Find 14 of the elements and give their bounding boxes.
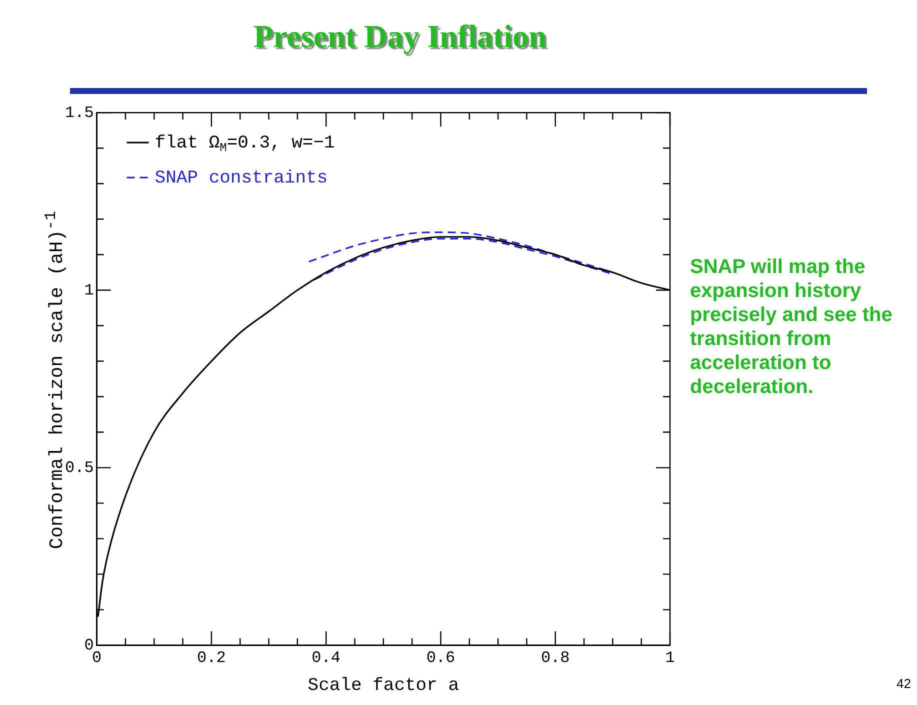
x-tick-label: 1: [665, 649, 675, 668]
x-axis-title: Scale factor a: [308, 676, 460, 696]
x-tick-label: 0.6: [426, 649, 456, 668]
x-tick-label: 0.2: [197, 649, 226, 668]
x-tick-label: 0.4: [312, 649, 340, 668]
x-tick-label: 0.8: [540, 649, 570, 668]
y-tick-label: 1: [84, 281, 94, 300]
legend-label: SNAP constraints: [154, 168, 328, 188]
y-tick-label: 0.5: [64, 458, 94, 477]
text: 42: [896, 676, 911, 691]
y-tick-label: 0: [84, 636, 94, 654]
y-tick-label: 1.5: [64, 104, 94, 122]
chart-title: Present Day Inflation: [252, 18, 548, 55]
text: SNAP will map the expansion history precisely and see the transition from acceleration to deceleration.: [690, 255, 894, 399]
